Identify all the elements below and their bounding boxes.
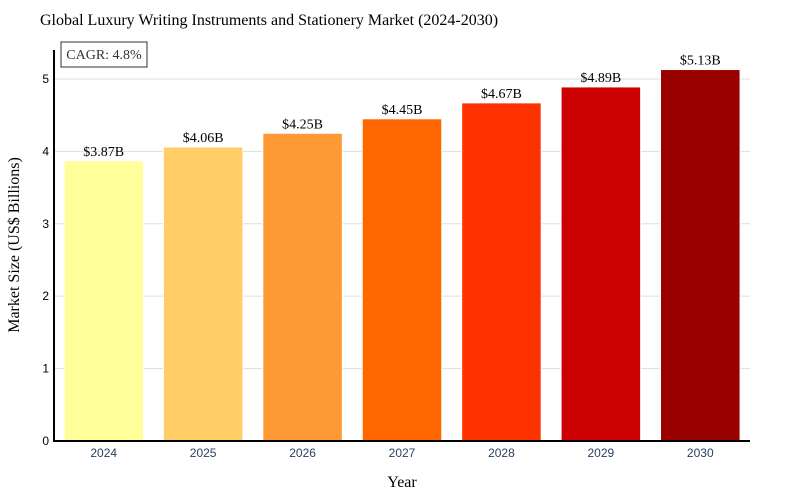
bar-2030[interactable] <box>660 69 741 442</box>
y-tick-labels: 0 1 2 3 4 5 <box>42 72 49 448</box>
bar-2025[interactable] <box>162 146 244 442</box>
cagr-annotation-text: CAGR: 4.8% <box>66 48 142 63</box>
chart-title: Global Luxury Writing Instruments and St… <box>40 12 498 29</box>
data-label-2026: $4.25B <box>282 117 323 132</box>
x-tick-label: 2025 <box>190 446 217 460</box>
data-label-2024: $3.87B <box>83 145 124 160</box>
y-tick-label: 5 <box>42 72 49 86</box>
y-tick-label: 3 <box>42 217 49 231</box>
y-tick-label: 0 <box>42 434 49 448</box>
bars <box>63 69 741 442</box>
x-axis-title: Year <box>387 474 417 491</box>
x-tick-labels: 2024 2025 2026 2027 2028 2029 2030 <box>90 446 714 460</box>
cagr-annotation: CAGR: 4.8% <box>60 41 148 68</box>
y-axis-title: Market Size (US$ Billions) <box>6 157 23 333</box>
x-tick-label: 2027 <box>389 446 416 460</box>
bar-2028[interactable] <box>461 102 542 442</box>
cagr-annotation-box <box>60 41 148 68</box>
y-tick-label: 1 <box>42 362 49 376</box>
bar-2024[interactable] <box>63 160 144 442</box>
data-label-2028: $4.67B <box>481 87 522 102</box>
bar-2026[interactable] <box>262 132 343 442</box>
data-label-2025: $4.06B <box>183 131 224 146</box>
data-label-2029: $4.89B <box>580 71 621 86</box>
data-label-2027: $4.45B <box>382 103 423 118</box>
bar-2029[interactable] <box>560 86 642 442</box>
y-tick-label: 2 <box>42 289 49 303</box>
x-tick-label: 2026 <box>289 446 316 460</box>
x-tick-label: 2024 <box>90 446 117 460</box>
y-tick-label: 4 <box>42 144 49 158</box>
x-tick-label: 2030 <box>687 446 714 460</box>
x-tick-label: 2029 <box>588 446 615 460</box>
x-tick-label: 2028 <box>488 446 515 460</box>
data-label-2030: $5.13B <box>680 54 721 69</box>
data-labels: $3.87B $4.06B $4.25B $4.45B $4.67B $4.89B $5.1… <box>83 54 720 160</box>
bar-2027[interactable] <box>361 118 443 442</box>
